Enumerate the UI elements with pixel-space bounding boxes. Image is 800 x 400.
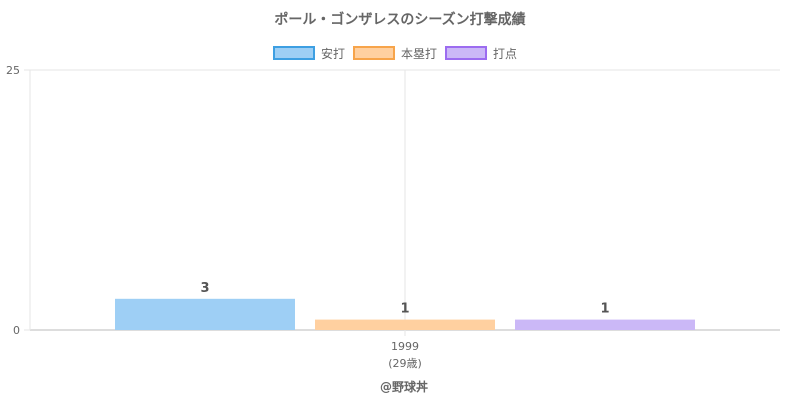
legend-label-2: 本塁打 — [401, 47, 437, 61]
ytick-label-0: 0 — [13, 324, 20, 337]
chart-title: ポール・ゴンザレスのシーズン打撃成績 — [274, 11, 525, 28]
data-label-1999-series-2: 1 — [400, 302, 409, 317]
bars: 3 1 1 — [115, 281, 695, 330]
legend-swatch-2 — [353, 46, 395, 60]
ytick-label-25: 25 — [6, 64, 20, 77]
legend: 安打 本塁打 打点 — [273, 46, 517, 61]
legend-label-1: 安打 — [321, 46, 345, 61]
xtick-label-1: 1999 — [391, 340, 419, 353]
bar-1999-series-1 — [115, 298, 295, 330]
data-label-1999-series-1: 3 — [200, 281, 209, 296]
grid: 0 25 — [6, 64, 780, 337]
legend-label-3: 打点 — [493, 47, 517, 61]
legend-swatch-1 — [273, 46, 315, 60]
legend-swatch-3 — [445, 46, 487, 60]
data-label-1999-series-3: 1 — [600, 302, 609, 317]
bar-1999-series-2 — [315, 319, 495, 330]
footer-credit: @野球丼 — [380, 379, 428, 394]
x-axis: 1999 (29歳) — [388, 340, 422, 370]
xtick-sublabel-1: (29歳) — [388, 357, 422, 370]
bar-1999-series-3 — [515, 319, 695, 330]
